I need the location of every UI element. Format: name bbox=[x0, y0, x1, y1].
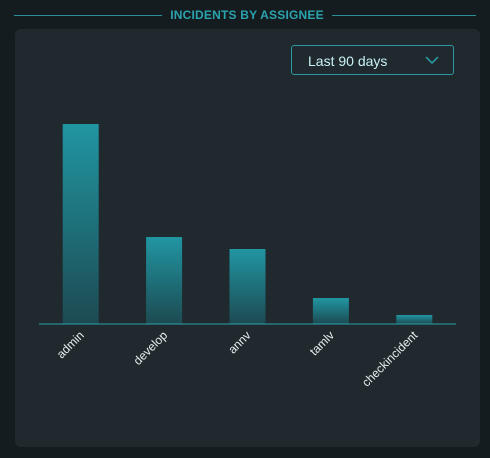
section-header: INCIDENTS BY ASSIGNEE bbox=[0, 0, 490, 32]
time-range-select[interactable]: Last 90 days bbox=[291, 45, 454, 75]
bar-checkincident[interactable] bbox=[396, 315, 433, 324]
page-title: INCIDENTS BY ASSIGNEE bbox=[170, 8, 324, 22]
bar-tamlv[interactable] bbox=[312, 298, 349, 324]
header-rule-right bbox=[332, 15, 476, 16]
chevron-down-icon bbox=[425, 56, 439, 65]
bar-admin[interactable] bbox=[62, 124, 99, 324]
bar-develop[interactable] bbox=[146, 237, 183, 324]
header-rule-left bbox=[14, 15, 162, 16]
x-tick-label-admin: admin bbox=[54, 328, 87, 361]
bar-annv[interactable] bbox=[229, 249, 266, 324]
time-range-value: Last 90 days bbox=[308, 53, 388, 69]
x-tick-label-checkincident: checkincident bbox=[359, 328, 421, 390]
x-tick-label-annv: annv bbox=[225, 328, 253, 356]
x-tick-label-tamlv: tamlv bbox=[307, 328, 337, 358]
x-tick-label-develop: develop bbox=[131, 328, 171, 368]
